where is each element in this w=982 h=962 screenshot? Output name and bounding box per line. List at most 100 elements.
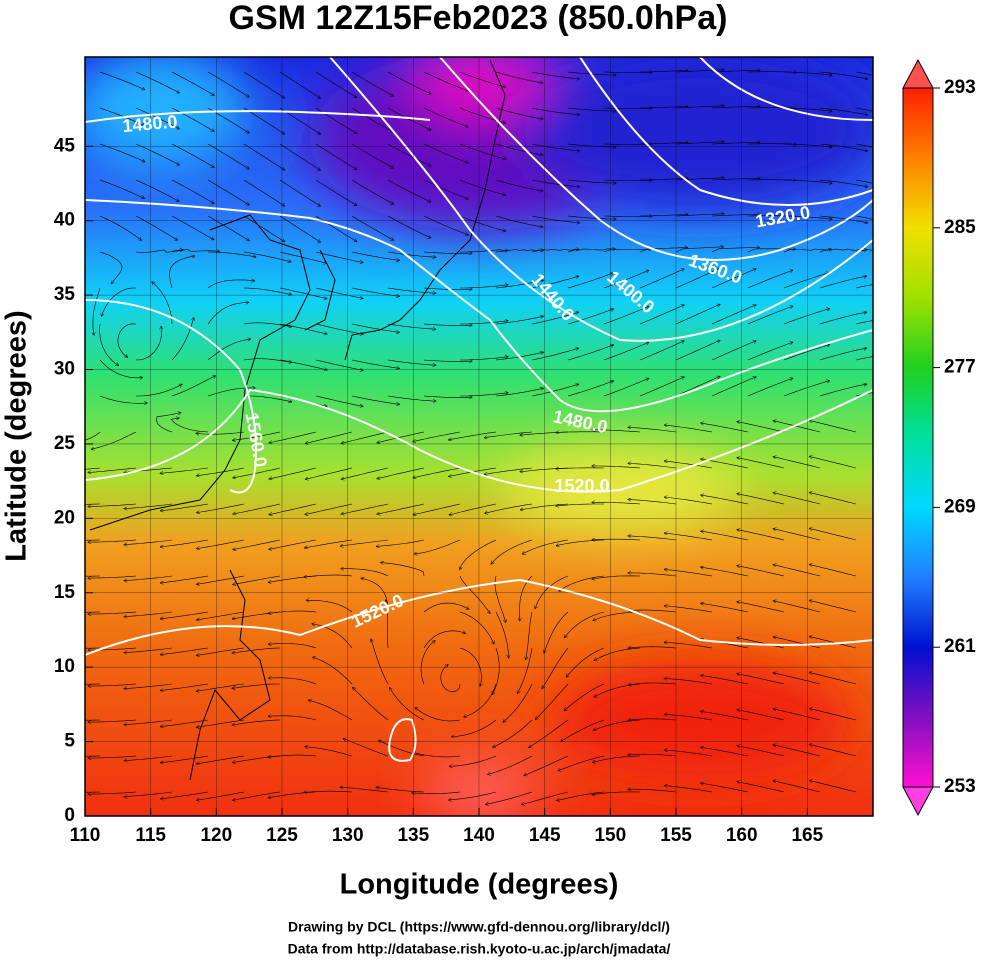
streamline: [773, 493, 821, 505]
streamline: [809, 744, 857, 757]
streamline: [567, 215, 616, 219]
streamline: [207, 215, 249, 241]
streamline: [503, 683, 533, 722]
streamline: [315, 71, 357, 98]
streamline: [85, 539, 101, 541]
streamline: [542, 647, 569, 688]
streamline: [855, 179, 873, 184]
streamline: [379, 740, 425, 757]
streamline: [773, 709, 821, 721]
y-tick-label: 30: [54, 359, 75, 380]
streamline: [423, 396, 472, 397]
streamline: [565, 611, 605, 638]
streamline: [99, 395, 147, 403]
streamline: [737, 530, 785, 541]
streamline: [197, 719, 245, 727]
streamline: [773, 457, 821, 469]
streamline: [783, 309, 830, 325]
streamline: [711, 247, 759, 253]
streamline: [423, 215, 468, 235]
streamline: [243, 215, 285, 242]
streamline: [279, 359, 327, 370]
streamline: [279, 179, 320, 206]
streamline: [99, 107, 145, 126]
streamline: [243, 358, 292, 363]
streamline: [592, 539, 641, 540]
streamline: [171, 179, 214, 203]
streamline: [387, 287, 436, 293]
streamline: [495, 611, 509, 658]
streamline: [99, 143, 145, 162]
streamline: [386, 600, 389, 649]
streamline: [491, 539, 533, 564]
streamline: [423, 630, 465, 649]
streamline: [459, 647, 481, 686]
streamline: [556, 432, 605, 433]
streamline: [737, 638, 785, 649]
credit: Data from http://database.rish.kyoto-u.a…: [288, 941, 671, 957]
streamline: [495, 71, 543, 83]
streamline: [279, 143, 320, 170]
streamline: [423, 143, 468, 163]
streamline: [531, 249, 579, 253]
streamline: [315, 143, 357, 170]
streamline: [809, 672, 857, 685]
contour-label: 1520.0: [554, 476, 609, 496]
streamline: [135, 71, 179, 93]
streamline: [460, 357, 508, 361]
streamline: [279, 215, 320, 242]
streamline: [567, 381, 614, 397]
title: GSM 12Z15Feb2023 (850.0hPa): [229, 0, 728, 37]
streamline: [535, 575, 569, 609]
streamline: [161, 719, 209, 727]
streamline: [341, 467, 389, 479]
y-tick-label: 40: [54, 210, 75, 231]
streamline: [592, 791, 641, 795]
streamline: [747, 249, 795, 253]
colorbar-tick-label: 285: [944, 217, 976, 238]
streamline: [783, 345, 830, 361]
streamline: [665, 533, 713, 541]
streamline: [544, 611, 569, 653]
streamline: [675, 268, 720, 289]
streamline: [558, 755, 605, 771]
streamline: [135, 107, 179, 129]
streamline: [603, 306, 649, 325]
streamline: [855, 143, 873, 148]
streamline: [603, 72, 652, 73]
streamline: [351, 107, 394, 132]
streamline: [603, 378, 649, 397]
streamline: [305, 747, 353, 757]
streamline: [315, 251, 363, 263]
streamline: [819, 179, 868, 187]
streamline: [85, 503, 101, 505]
streamline: [711, 214, 760, 217]
streamline: [423, 107, 468, 127]
streamline: [85, 719, 101, 721]
streamline: [819, 215, 868, 223]
streamline: [567, 107, 616, 111]
streamline: [232, 719, 281, 725]
streamline: [197, 539, 245, 549]
streamline: [559, 575, 605, 591]
streamline: [488, 755, 533, 775]
streamline: [88, 467, 137, 472]
streamline: [567, 309, 614, 325]
streamline: [387, 179, 431, 202]
streamline: [628, 682, 677, 685]
streamline: [593, 611, 641, 621]
streamline: [309, 700, 353, 721]
streamline: [93, 287, 101, 335]
streamline: [524, 755, 569, 776]
streamline: [773, 673, 821, 685]
streamline: [361, 578, 389, 613]
streamline: [124, 503, 173, 509]
streamline: [531, 143, 580, 151]
streamline: [675, 376, 720, 397]
streamline: [423, 360, 472, 361]
streamline: [594, 683, 641, 697]
streamline: [664, 714, 713, 721]
streamline: [315, 395, 363, 406]
streamline: [315, 287, 363, 298]
streamline: [603, 342, 649, 361]
